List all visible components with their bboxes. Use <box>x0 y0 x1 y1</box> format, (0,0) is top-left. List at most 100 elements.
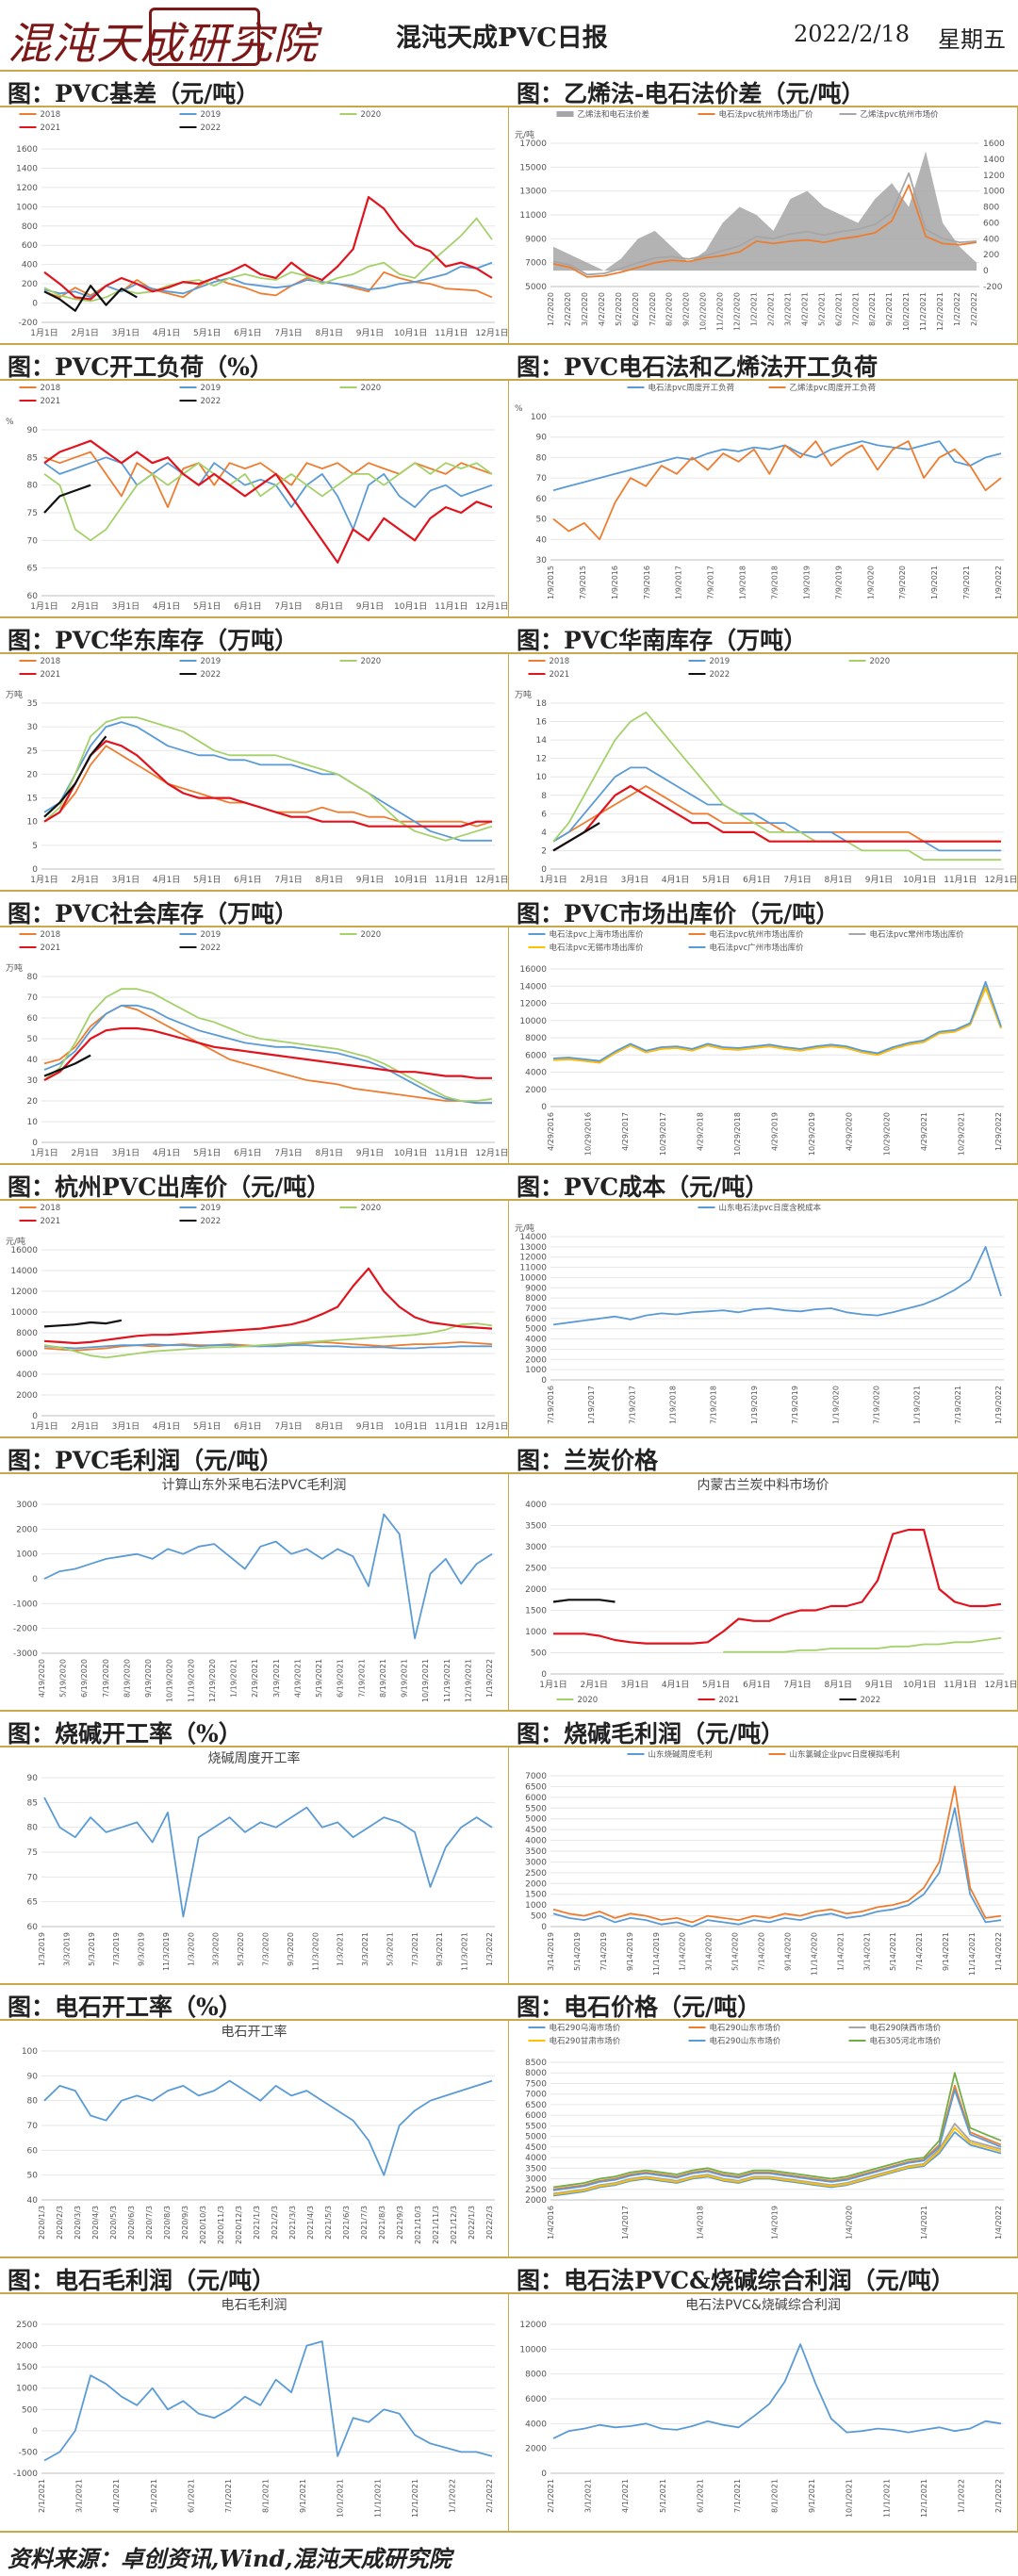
y-tick-label: 40 <box>536 535 548 545</box>
series-line-5 <box>552 822 600 852</box>
legend-label: 电石290陕西市场价 <box>870 2023 942 2033</box>
x-tick-label: 2021/5/3 <box>324 2206 333 2240</box>
x-tick-label: 7/2/2020 <box>649 292 657 326</box>
y2-tick-label: 600 <box>983 219 999 228</box>
y-unit-label: 元/吨 <box>515 129 534 140</box>
section-title-8: 图：PVC市场出库价（元/吨） <box>509 890 1018 927</box>
x-tick-label: 3/19/2021 <box>272 1659 281 1698</box>
chart-panel-6: 万吨 0 2 4 6 8 10 12 14 16 18 1月1日 2月1日 3月1日 4月1日 5月1日 6月1… <box>509 652 1018 892</box>
y-tick-label: 60 <box>27 1014 39 1024</box>
x-tick-label: 11月1日 <box>944 1680 977 1690</box>
y-tick-label: 8000 <box>16 1329 38 1338</box>
section-title-7: 图：PVC社会库存（万吨） <box>0 890 508 927</box>
x-tick-label: 7月1日 <box>274 1148 302 1158</box>
y-tick-label: 500 <box>22 2405 38 2415</box>
x-tick-label: 1/19/2018 <box>669 1386 678 1424</box>
x-tick-label: 3月1日 <box>621 1680 649 1690</box>
x-tick-label: 9/3/2021 <box>435 1932 444 1966</box>
y-tick-label: 17000 <box>519 139 547 149</box>
y-tick-label: 4 <box>541 829 547 838</box>
y-tick-label: 3500 <box>525 1522 547 1532</box>
y-tick-label: 5000 <box>525 1325 547 1335</box>
section-title-text: 图：电石开工率（%） <box>8 1994 242 2021</box>
section-title-text: 图：PVC成本（元/吨） <box>517 1173 769 1201</box>
x-tick-label: 12月1日 <box>475 1148 508 1158</box>
x-tick-label: 5月1日 <box>193 328 221 338</box>
x-tick-label: 11/19/2021 <box>443 1659 452 1702</box>
y-tick-label: 60 <box>27 592 39 601</box>
x-tick-label: 4月1日 <box>662 875 689 885</box>
legend-label: 电石法pvc周度开工负荷 <box>649 383 735 393</box>
chart-svg: 万吨 0 5 10 15 20 25 30 35 1月1日 2月1日 3月1日 4月1日 5月1日 6月1日… <box>6 657 508 885</box>
x-tick-label: 7月1日 <box>274 875 302 885</box>
x-tick-label: 9/14/2020 <box>783 1932 792 1971</box>
y-tick-label: 40 <box>27 1056 39 1065</box>
x-tick-label: 2/2/2022 <box>970 292 978 326</box>
series-line-3 <box>43 217 493 303</box>
section-title-text: 图：PVC基差（元/吨） <box>8 80 260 107</box>
y-tick-label: 9000 <box>525 235 547 244</box>
y-tick-label: 75 <box>27 509 38 518</box>
y-tick-label: 90 <box>27 2072 39 2081</box>
series-line-2 <box>552 766 1001 852</box>
x-tick-label: 7/19/2020 <box>102 1659 110 1698</box>
x-tick-label: 4/29/2016 <box>547 1112 555 1151</box>
y-tick-label: 80 <box>27 2097 39 2107</box>
y-tick-label: 4500 <box>525 1826 547 1835</box>
x-tick-label: 7/3/2020 <box>262 1932 271 1966</box>
legend-label: 电石290山东市场价 <box>710 2036 781 2046</box>
x-tick-label: 7/14/2019 <box>599 1932 608 1971</box>
y-tick-label: 65 <box>27 1898 38 1908</box>
legend-label: 2018 <box>41 930 61 940</box>
x-tick-label: 9/14/2021 <box>942 1932 950 1971</box>
series-line-6 <box>552 2072 1002 2189</box>
section-title-text: 图：乙烯法-电石法价差（元/吨） <box>517 80 865 107</box>
series-line-1 <box>43 2079 493 2176</box>
y-tick-label: 75 <box>27 1848 38 1858</box>
y-tick-label: 65 <box>27 565 38 574</box>
series-line-2 <box>43 721 492 842</box>
x-tick-label: 2月1日 <box>580 875 607 885</box>
x-tick-label: 1/4/2022 <box>994 2206 1003 2240</box>
y-tick-label: 2500 <box>525 2186 547 2195</box>
x-tick-label: 2020/5/3 <box>109 2206 118 2240</box>
x-tick-label: 12/19/2020 <box>208 1659 217 1702</box>
x-tick-label: 2020/12/3 <box>235 2206 243 2244</box>
series-line-3 <box>552 172 977 276</box>
x-tick-label: 6月1日 <box>743 875 770 885</box>
y-tick-label: 70 <box>27 993 39 1003</box>
x-tick-label: 1/29/2022 <box>994 1112 1003 1151</box>
x-tick-label: 10月1日 <box>394 601 427 612</box>
y-tick-label: 2000 <box>525 2196 547 2206</box>
y-tick-label: -2000 <box>13 1625 38 1634</box>
x-tick-label: 8月1日 <box>316 875 343 885</box>
x-tick-label: 5月1日 <box>702 875 730 885</box>
logo-text: 混沌天成研究院 <box>8 18 318 69</box>
x-tick-label: 4/29/2017 <box>621 1112 630 1151</box>
x-tick-label: 3/2/2020 <box>581 292 589 326</box>
x-tick-label: 7/2/2021 <box>851 292 860 326</box>
chart-panel-18: 电石法PVC&烧碱综合利润 0 2000 4000 6000 8000 10000 12000… <box>509 2292 1018 2532</box>
x-tick-label: 7/14/2020 <box>758 1932 766 1971</box>
x-tick-label: 5/14/2020 <box>731 1932 740 1971</box>
x-tick-label: 1/3/2019 <box>38 1932 46 1966</box>
legend-label: 2018 <box>41 384 61 393</box>
x-tick-label: 3月1日 <box>112 601 140 612</box>
legend-label: 2019 <box>201 1204 222 1213</box>
legend-label: 2022 <box>201 943 222 953</box>
section-title-text: 图：PVC社会库存（万吨） <box>8 900 299 927</box>
legend-label: 2022 <box>201 1217 222 1226</box>
legend-label: 2020 <box>361 657 382 666</box>
x-tick-label: 10/29/2018 <box>733 1112 742 1156</box>
y-tick-label: 14000 <box>519 982 547 992</box>
x-tick-label: 2021/1/3 <box>253 2206 261 2240</box>
x-tick-label: 5/1/2021 <box>150 2479 158 2513</box>
y-unit-label: 元/吨 <box>6 1236 25 1247</box>
x-tick-label: 11月1日 <box>435 328 468 338</box>
chart-title: 烧碱周度开工率 <box>208 1750 301 1766</box>
x-tick-label: 1/4/2019 <box>771 2206 780 2240</box>
series-line-3 <box>43 988 493 1102</box>
x-tick-label: 4/19/2021 <box>293 1659 302 1698</box>
x-tick-label: 9月1日 <box>865 875 893 885</box>
